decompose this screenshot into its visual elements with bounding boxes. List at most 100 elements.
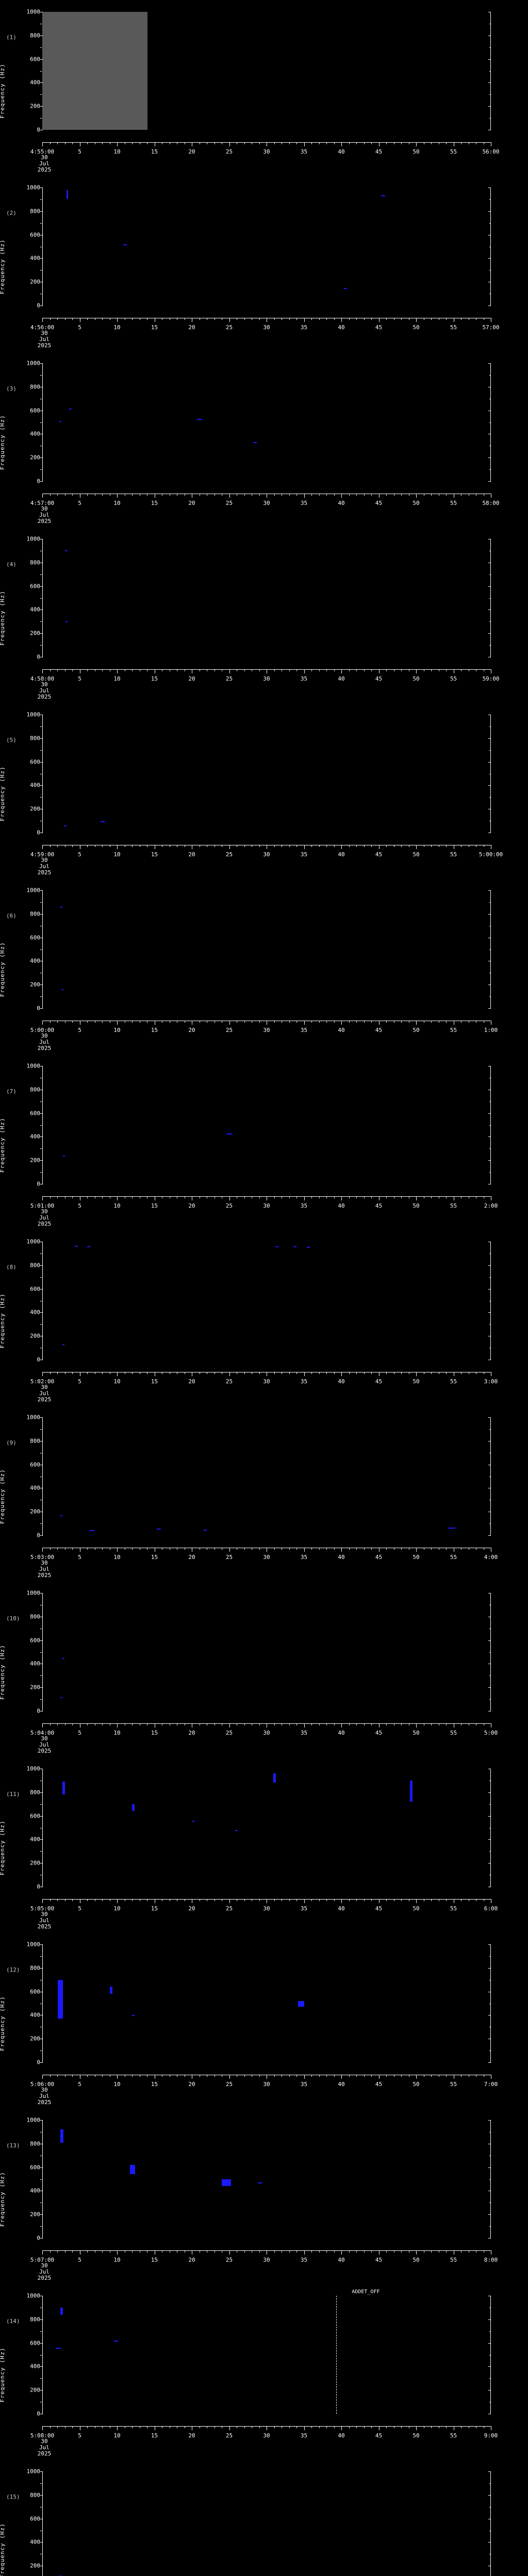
x-tick-mark <box>57 2250 58 2252</box>
y-tick-minor-right <box>489 422 491 423</box>
x-tick-mark <box>117 669 118 673</box>
x-tick-label: 45 <box>375 1905 383 1912</box>
x-tick-mark <box>356 494 357 496</box>
x-tick-mark <box>132 1021 133 1023</box>
x-tick-label: 56:00 <box>482 148 500 155</box>
x-tick-label: 30 <box>263 1027 270 1033</box>
y-tick-minor <box>40 1277 42 1278</box>
y-tick-mark-right <box>488 2238 491 2239</box>
data-point <box>101 821 105 823</box>
x-tick-label: 3:00 <box>484 1378 498 1385</box>
x-tick-mark <box>326 318 327 320</box>
x-tick-mark <box>102 2250 103 2252</box>
y-tick-labels: 0 200 400 600 800 1000 <box>13 360 41 485</box>
x-tick-mark <box>349 845 350 847</box>
data-point <box>59 2575 62 2576</box>
x-tick-label: 10 <box>113 675 121 682</box>
data-point <box>87 1246 90 1248</box>
y-tick-minor-right <box>489 574 491 575</box>
y-tick-minor <box>40 223 42 224</box>
x-tick-mark <box>364 845 365 847</box>
x-tick-mark <box>446 494 447 496</box>
x-tick-label: 35 <box>300 1554 308 1561</box>
x-tick-label: 5 <box>78 1905 81 1912</box>
panel-10: (10) Frequency (Hz) 0 200 400 600 800 1000 5:04:… <box>0 1581 528 1757</box>
x-tick-mark <box>259 669 260 671</box>
x-tick-mark <box>72 2426 73 2428</box>
y-axis-label: Frequency (Hz) <box>0 63 6 118</box>
y-tick-label: 0 <box>37 478 40 485</box>
x-tick-mark <box>42 1899 43 1903</box>
data-point <box>60 1697 62 1698</box>
x-tick-mark <box>132 318 133 320</box>
data-point <box>63 825 67 827</box>
x-tick-mark <box>431 1548 432 1550</box>
panel-number-11: (11) <box>6 1791 20 1798</box>
x-tick-label: 50 <box>412 851 420 858</box>
x-tick-mark <box>50 1899 51 1901</box>
y-tick-label: 400 <box>30 2363 40 2370</box>
y-tick-mark-right <box>488 59 491 60</box>
x-tick-mark <box>274 2426 275 2428</box>
y-tick-label: 800 <box>30 1086 40 1093</box>
y-tick-mark <box>40 2343 43 2344</box>
x-tick-mark <box>50 1372 51 1374</box>
x-tick-label: 5:07:00 <box>30 2257 55 2263</box>
x-tick-mark <box>334 1723 335 1725</box>
date-label-line: 2025 <box>37 1748 52 1754</box>
y-tick-minor <box>40 574 42 575</box>
x-tick-label: 5:00:00 <box>478 851 503 858</box>
x-tick-mark <box>416 669 417 673</box>
data-point <box>62 1344 65 1346</box>
x-tick-mark <box>102 2426 103 2428</box>
x-tick-mark <box>431 2426 432 2428</box>
date-label-line: Jul <box>39 863 50 870</box>
y-tick-mark-right <box>488 2366 491 2367</box>
y-tick-minor <box>40 2483 42 2484</box>
x-tick-mark <box>296 494 297 496</box>
x-tick-mark <box>446 2426 447 2428</box>
x-tick-label: 40 <box>338 1027 345 1033</box>
y-tick-label: 600 <box>30 1110 40 1117</box>
y-tick-label: 1000 <box>26 1238 41 1245</box>
x-tick-label: 15 <box>151 1905 158 1912</box>
x-tick-mark <box>296 1372 297 1374</box>
x-tick-mark <box>296 2250 297 2252</box>
y-tick-minor-right <box>489 1324 491 1325</box>
y-tick-minor-right <box>489 902 491 903</box>
x-tick-label: 5:01:00 <box>30 1202 55 1209</box>
y-tick-label: 200 <box>30 2562 40 2569</box>
x-tick-label: 15 <box>151 1027 158 1033</box>
y-tick-minor <box>40 1253 42 1254</box>
y-tick-label: 1000 <box>26 1765 41 1772</box>
x-tick-mark <box>319 845 320 847</box>
y-tick-minor-right <box>489 1101 491 1102</box>
y-tick-mark-right <box>488 211 491 212</box>
x-tick-mark <box>229 142 230 146</box>
x-tick-mark <box>386 2426 387 2428</box>
panel-2: (2) Frequency (Hz) 0 200 400 600 800 1000 4:56:0… <box>0 176 528 351</box>
y-tick-minor <box>40 1429 42 1430</box>
y-tick-mark <box>40 363 43 364</box>
x-tick-mark <box>72 2075 73 2077</box>
x-tick-mark <box>214 142 215 144</box>
x-tick-label: 5 <box>78 2257 81 2263</box>
x-tick-mark <box>401 1899 402 1901</box>
data-point <box>65 621 68 623</box>
y-tick-mark-right <box>488 363 491 364</box>
x-tick-mark <box>416 494 417 498</box>
y-tick-minor-right <box>489 1851 491 1852</box>
x-tick-label: 20 <box>188 1905 195 1912</box>
x-tick-mark <box>102 1548 103 1550</box>
y-tick-minor-right <box>489 750 491 751</box>
x-tick-mark <box>289 1196 290 1198</box>
x-tick-mark <box>364 2075 365 2077</box>
x-tick-mark <box>244 1372 245 1374</box>
x-tick-label: 5:06:00 <box>30 2081 55 2088</box>
y-tick-mark-right <box>488 82 491 83</box>
x-tick-label: 5 <box>78 1378 81 1385</box>
x-tick-label: 15 <box>151 324 158 331</box>
date-label-line: 30 <box>41 505 48 512</box>
x-tick-mark <box>214 845 215 847</box>
x-tick-label: 45 <box>375 851 383 858</box>
